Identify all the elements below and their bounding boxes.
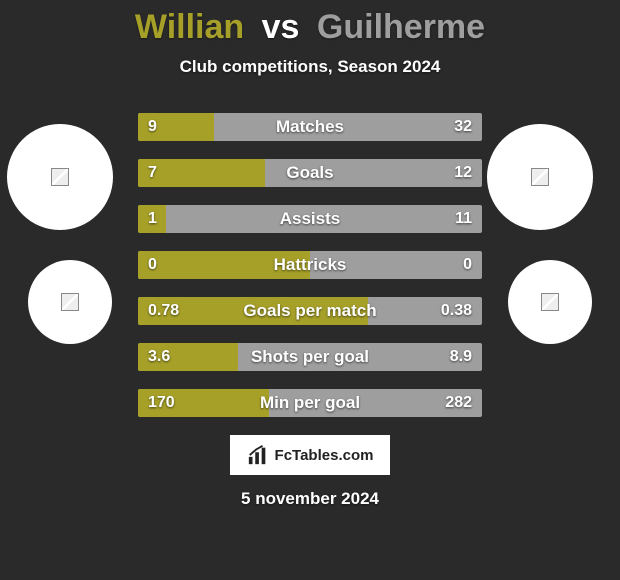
stat-row: 9Matches32 [138, 113, 482, 141]
stat-label: Min per goal [138, 389, 482, 417]
stat-row: 3.6Shots per goal8.9 [138, 343, 482, 371]
date-text: 5 november 2024 [0, 489, 620, 509]
stat-value-right: 0.38 [441, 297, 472, 325]
page-title: Willian vs Guilherme [0, 0, 620, 47]
fctables-logo: FcTables.com [230, 435, 390, 475]
stat-label: Goals [138, 159, 482, 187]
stat-row: 0.78Goals per match0.38 [138, 297, 482, 325]
stats-panel: 9Matches327Goals121Assists110Hattricks00… [138, 113, 482, 417]
stat-row: 170Min per goal282 [138, 389, 482, 417]
logo-text: FcTables.com [275, 447, 374, 464]
stat-value-right: 32 [454, 113, 472, 141]
stat-row: 0Hattricks0 [138, 251, 482, 279]
player1-name: Willian [135, 8, 244, 46]
stat-value-right: 11 [455, 205, 472, 233]
stat-label: Shots per goal [138, 343, 482, 371]
stat-label: Goals per match [138, 297, 482, 325]
vs-text: vs [262, 8, 300, 46]
stat-row: 1Assists11 [138, 205, 482, 233]
player2-name: Guilherme [317, 8, 485, 46]
chart-icon [247, 444, 269, 466]
subtitle: Club competitions, Season 2024 [0, 57, 620, 77]
stat-value-right: 8.9 [450, 343, 472, 371]
stat-value-right: 0 [463, 251, 472, 279]
stat-value-right: 12 [454, 159, 472, 187]
stat-label: Hattricks [138, 251, 482, 279]
stat-row: 7Goals12 [138, 159, 482, 187]
stat-value-right: 282 [445, 389, 472, 417]
stat-label: Matches [138, 113, 482, 141]
stat-label: Assists [138, 205, 482, 233]
